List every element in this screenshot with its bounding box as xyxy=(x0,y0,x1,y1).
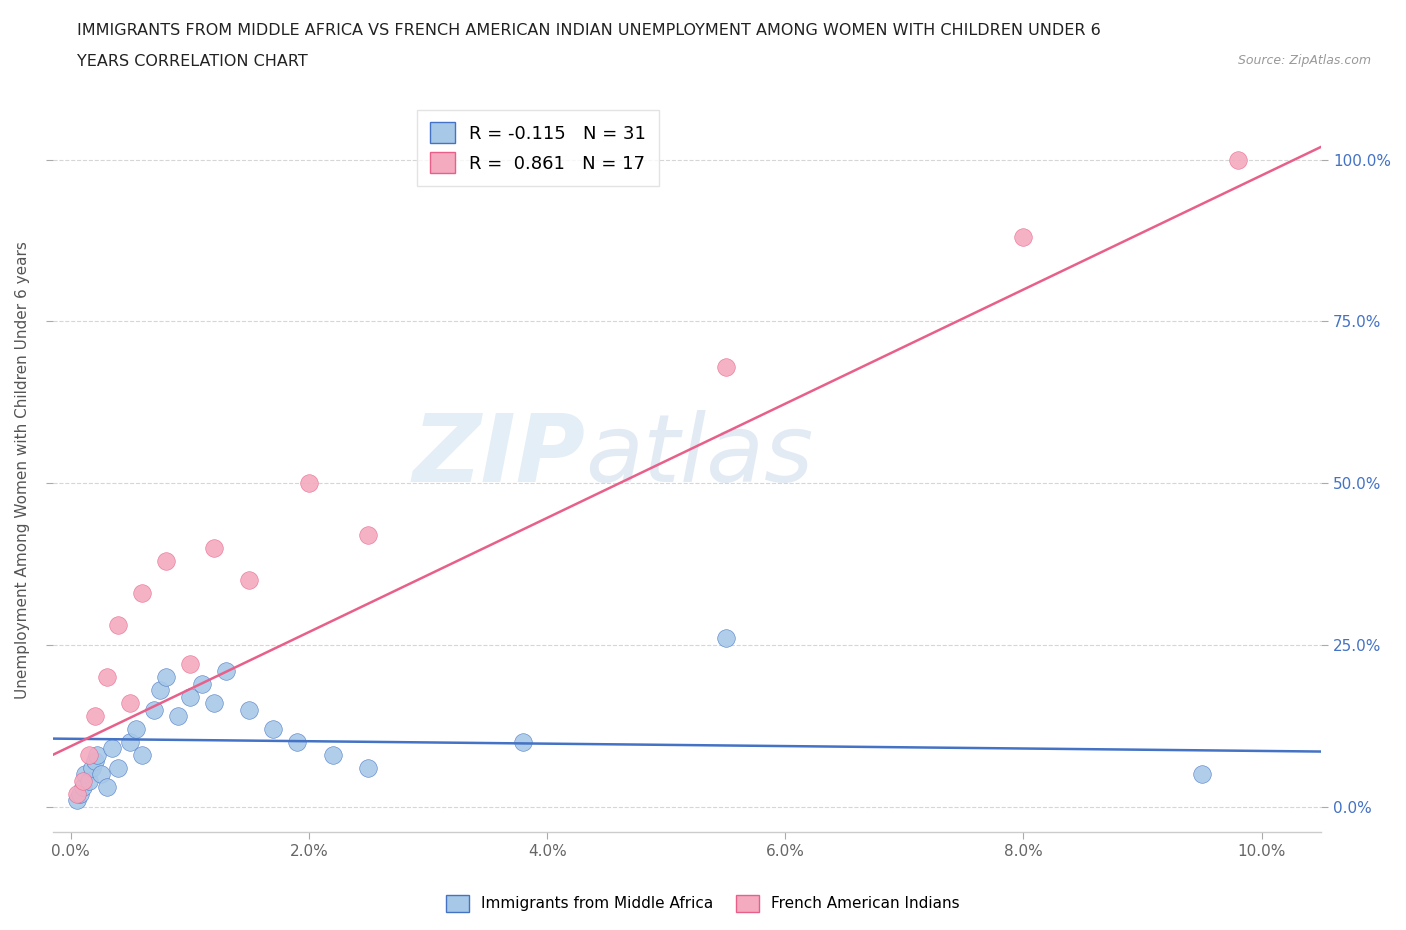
Text: Source: ZipAtlas.com: Source: ZipAtlas.com xyxy=(1237,54,1371,67)
Point xyxy=(285,735,308,750)
Point xyxy=(155,553,177,568)
Point xyxy=(191,676,214,691)
Point xyxy=(96,779,118,794)
Point xyxy=(179,657,201,671)
Point xyxy=(214,663,236,678)
Point xyxy=(202,540,225,555)
Point xyxy=(714,631,737,645)
Point xyxy=(90,766,112,781)
Point xyxy=(179,689,201,704)
Point xyxy=(86,748,108,763)
Point xyxy=(1226,153,1249,167)
Point xyxy=(149,683,172,698)
Point xyxy=(1191,766,1213,781)
Point xyxy=(125,722,148,737)
Text: atlas: atlas xyxy=(585,410,814,501)
Point xyxy=(120,696,142,711)
Point xyxy=(69,786,91,801)
Legend: R = -0.115   N = 31, R =  0.861   N = 17: R = -0.115 N = 31, R = 0.861 N = 17 xyxy=(418,110,659,186)
Point xyxy=(167,709,190,724)
Point xyxy=(82,761,104,776)
Point xyxy=(322,748,344,763)
Y-axis label: Unemployment Among Women with Children Under 6 years: Unemployment Among Women with Children U… xyxy=(15,241,30,699)
Point xyxy=(83,709,105,724)
Point xyxy=(155,670,177,684)
Point xyxy=(120,735,142,750)
Point xyxy=(512,735,534,750)
Point xyxy=(357,761,380,776)
Point xyxy=(107,618,129,632)
Point xyxy=(357,527,380,542)
Point xyxy=(96,670,118,684)
Point xyxy=(238,573,260,588)
Point xyxy=(72,779,94,794)
Point xyxy=(1012,230,1035,245)
Text: YEARS CORRELATION CHART: YEARS CORRELATION CHART xyxy=(77,54,308,69)
Point xyxy=(77,748,100,763)
Point xyxy=(131,748,153,763)
Point xyxy=(77,773,100,788)
Legend: Immigrants from Middle Africa, French American Indians: Immigrants from Middle Africa, French Am… xyxy=(440,889,966,918)
Point xyxy=(107,761,129,776)
Text: IMMIGRANTS FROM MIDDLE AFRICA VS FRENCH AMERICAN INDIAN UNEMPLOYMENT AMONG WOMEN: IMMIGRANTS FROM MIDDLE AFRICA VS FRENCH … xyxy=(77,23,1101,38)
Point xyxy=(66,786,89,801)
Point xyxy=(101,741,124,756)
Point xyxy=(131,586,153,601)
Point xyxy=(714,359,737,374)
Point xyxy=(262,722,284,737)
Point xyxy=(83,754,105,769)
Point xyxy=(238,702,260,717)
Point xyxy=(72,773,94,788)
Point xyxy=(75,766,97,781)
Point xyxy=(298,475,321,490)
Text: ZIP: ZIP xyxy=(413,410,585,501)
Point xyxy=(202,696,225,711)
Point xyxy=(143,702,166,717)
Point xyxy=(66,792,89,807)
